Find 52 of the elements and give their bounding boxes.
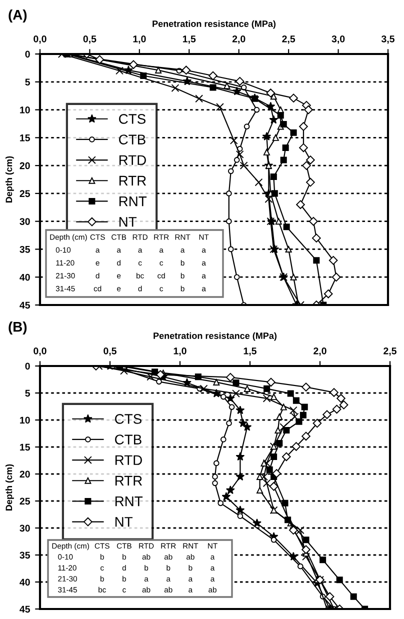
legend-label: RTD <box>119 155 146 165</box>
x-tick-label: 0,0 <box>34 347 46 356</box>
y-tick-label: 20 <box>20 162 30 170</box>
legend-label: RTR <box>119 176 146 186</box>
x-tick-label: 1,0 <box>133 35 146 44</box>
y-tick-label: 30 <box>20 524 30 532</box>
y-tick-label: 35 <box>20 246 30 253</box>
x-tick-label: 1,0 <box>174 347 186 356</box>
x-tick-label: 0,0 <box>34 35 46 44</box>
y-tick-label: 5 <box>25 78 30 86</box>
x-tick-label: 0,5 <box>83 35 96 44</box>
y-tick-label: 40 <box>20 274 30 281</box>
legend-label: CTB <box>115 434 142 444</box>
y-tick-label: 25 <box>20 498 30 505</box>
legend-label: CTS <box>115 414 142 424</box>
y-tick-label: 30 <box>20 218 30 225</box>
legend-label: RTD <box>115 455 142 465</box>
x-tick-label: 0,5 <box>104 347 116 356</box>
x-axis-title: Penetration resistance (MPa) <box>152 20 276 29</box>
x-tick-label: 2,0 <box>314 347 326 356</box>
x-tick-label: 3,0 <box>332 35 345 44</box>
legend-label: NT <box>119 217 137 227</box>
y-tick-label: 0 <box>25 50 30 58</box>
x-tick-label: 2,0 <box>232 35 246 44</box>
legend-label: CTS <box>119 114 146 124</box>
y-tick-label: 45 <box>20 302 30 309</box>
legend-label: RNT <box>115 496 143 506</box>
legend-label: CTB <box>119 134 146 144</box>
y-axis-title: Depth (cm) <box>5 156 14 202</box>
x-tick-label: 1,5 <box>183 36 196 44</box>
x-tick-label: 3,5 <box>381 35 394 44</box>
x-tick-label: 2,5 <box>282 35 296 44</box>
chart-title: (B) <box>8 322 27 334</box>
y-tick-label: 20 <box>20 470 30 478</box>
y-tick-label: 10 <box>20 416 30 424</box>
legend-label: RTR <box>115 476 142 486</box>
y-tick-label: 25 <box>20 190 30 198</box>
x-axis-title: Penetration resistance (MPa) <box>154 332 277 341</box>
y-axis-title: Depth (cm) <box>5 464 14 510</box>
y-tick-label: 0 <box>25 362 30 370</box>
y-tick-label: 40 <box>20 578 30 586</box>
y-tick-label: 45 <box>20 606 30 613</box>
legend-label: NT <box>115 517 133 527</box>
chart-title: (A) <box>8 10 27 22</box>
y-tick-label: 15 <box>20 134 30 142</box>
legend-label: RNT <box>119 196 147 206</box>
y-tick-label: 35 <box>20 552 30 559</box>
x-tick-label: 1,5 <box>244 348 256 356</box>
y-tick-label: 5 <box>25 390 30 397</box>
y-tick-label: 10 <box>20 106 30 114</box>
y-tick-label: 15 <box>20 444 30 451</box>
x-tick-label: 2,5 <box>384 347 396 356</box>
